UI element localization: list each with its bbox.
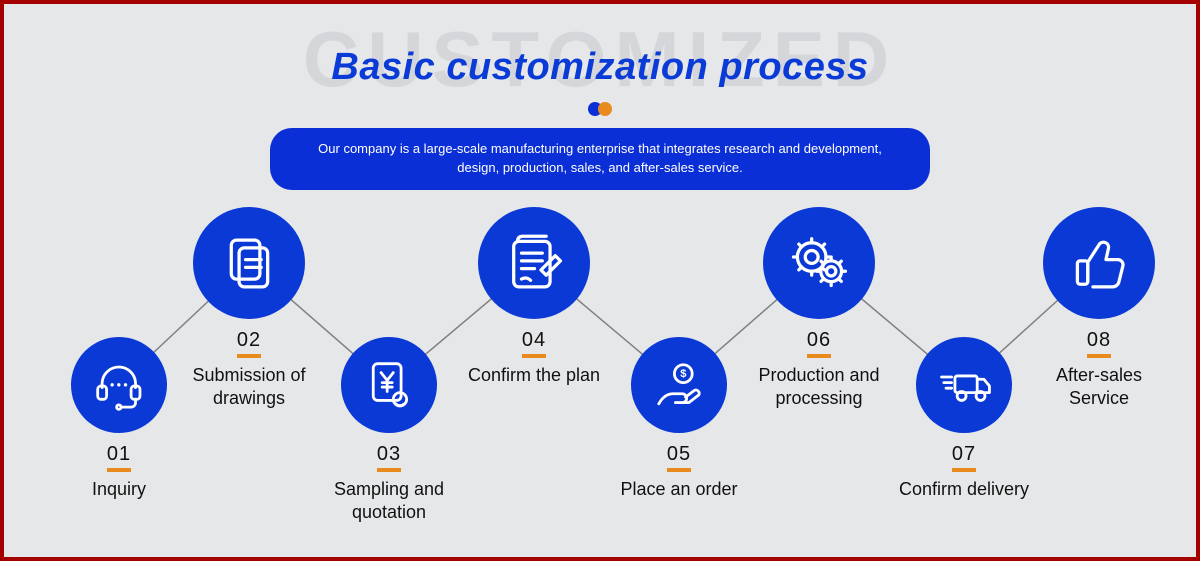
step-number: 06	[807, 329, 831, 358]
page-title: Basic customization process	[4, 46, 1196, 89]
note-pen-icon	[478, 207, 590, 319]
headset-icon	[71, 337, 167, 433]
subtitle-pill: Our company is a large-scale manufacturi…	[270, 128, 930, 190]
step-number: 07	[952, 443, 976, 472]
step-number: 08	[1087, 329, 1111, 358]
step-label: Inquiry	[44, 478, 194, 501]
svg-text:$: $	[680, 368, 687, 380]
dot-2	[598, 102, 612, 116]
step-label: Confirm the plan	[459, 364, 609, 387]
gears-icon	[763, 207, 875, 319]
truck-icon	[916, 337, 1012, 433]
step-number: 03	[377, 443, 401, 472]
step-01: 01 Inquiry	[44, 337, 194, 501]
step-08: 08 After-sales Service	[1024, 207, 1174, 409]
step-02: 02 Submission of drawings	[174, 207, 324, 409]
yen-doc-icon	[341, 337, 437, 433]
step-04: 04 Confirm the plan	[459, 207, 609, 387]
process-area: 01 Inquiry 02 Submission of drawings 03 Sampl…	[4, 197, 1196, 557]
infographic-frame: CUSTOMIZED Basic customization process O…	[0, 0, 1200, 561]
step-label: Submission of drawings	[174, 364, 324, 409]
step-number: 02	[237, 329, 261, 358]
step-number: 05	[667, 443, 691, 472]
step-07: 07 Confirm delivery	[889, 337, 1039, 501]
documents-icon	[193, 207, 305, 319]
step-number: 01	[107, 443, 131, 472]
step-label: Place an order	[604, 478, 754, 501]
step-label: After-sales Service	[1024, 364, 1174, 409]
step-label: Production and processing	[744, 364, 894, 409]
step-05: $05 Place an order	[604, 337, 754, 501]
hand-coin-icon: $	[631, 337, 727, 433]
step-03: 03 Sampling and quotation	[314, 337, 464, 523]
step-number: 04	[522, 329, 546, 358]
step-label: Confirm delivery	[889, 478, 1039, 501]
thumbs-up-icon	[1043, 207, 1155, 319]
title-dots	[4, 100, 1196, 118]
step-06: 06 Production and processing	[744, 207, 894, 409]
step-label: Sampling and quotation	[314, 478, 464, 523]
